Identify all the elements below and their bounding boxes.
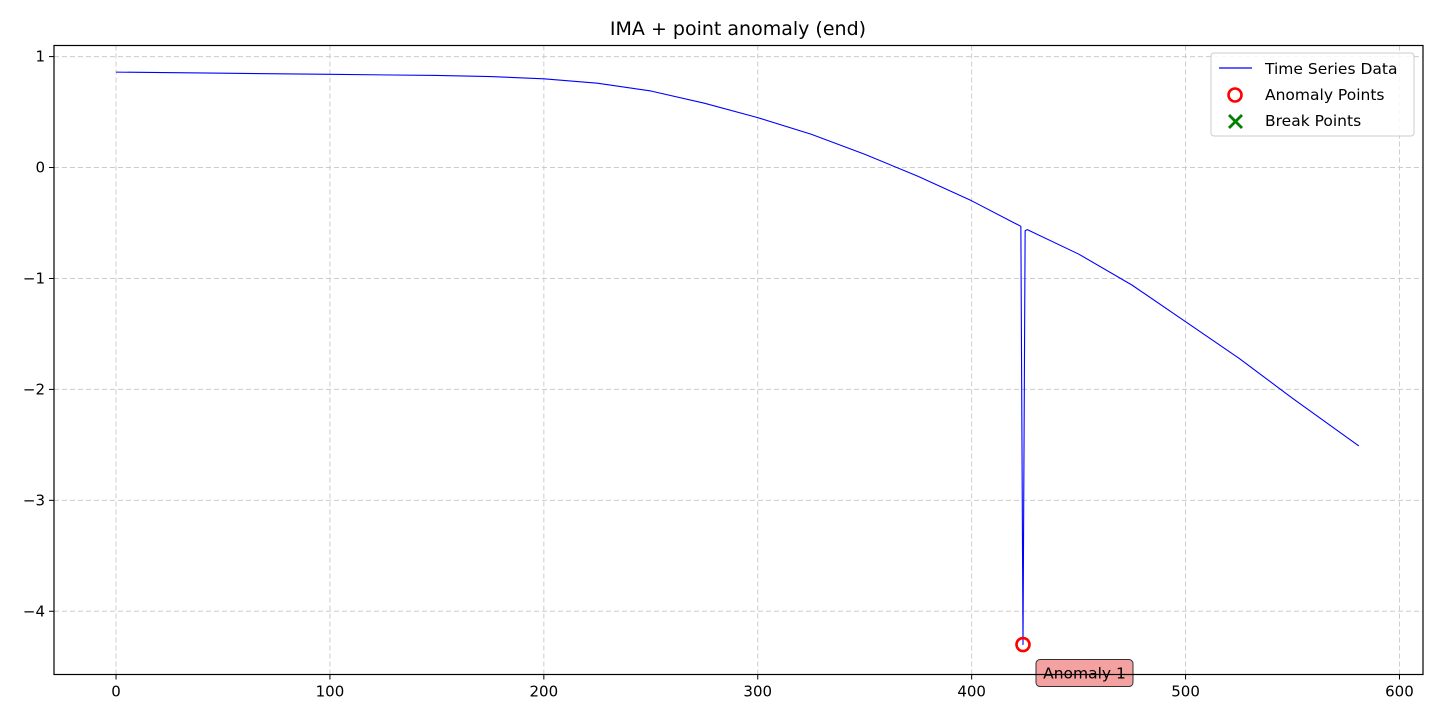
anomaly-label-box: [1035, 659, 1134, 688]
anomaly-point: [1015, 636, 1031, 653]
y-tick-label: −1: [23, 269, 45, 287]
tick-layer: 0 100 200 300 400 500 600 1 0 −1 −2 −3 −4: [23, 48, 1414, 701]
x-tick-label: 600: [1385, 683, 1414, 701]
x-tick-label: 500: [1171, 683, 1200, 701]
break-x-icon: [1228, 114, 1243, 129]
grid: [54, 45, 1423, 675]
legend-label-anomaly: Anomaly Points: [1265, 86, 1384, 104]
series-layer: [116, 71, 1360, 646]
y-tick-label: 1: [35, 48, 45, 66]
y-tick-label: 0: [35, 159, 45, 177]
series-line: [116, 71, 1360, 646]
legend-label-break: Break Points: [1265, 112, 1361, 130]
x-tick-label: 300: [743, 683, 772, 701]
x-tick-label: 200: [530, 683, 559, 701]
marker-layer: Anomaly 1: [1015, 636, 1134, 688]
x-tick-label: 100: [316, 683, 345, 701]
legend-label-series: Time Series Data: [1264, 60, 1397, 78]
anomaly-circle-icon: [1227, 87, 1243, 103]
legend-box: [1210, 52, 1415, 137]
x-tick-label: 0: [111, 683, 121, 701]
legend: Time Series Data Anomaly Points Break Po…: [1210, 52, 1415, 137]
y-tick-label: −3: [23, 491, 45, 509]
x-tick-label: 400: [957, 683, 986, 701]
y-tick-label: −4: [23, 602, 45, 620]
chart-title: IMA + point anomaly (end): [610, 18, 866, 40]
y-tick-label: −2: [23, 380, 45, 398]
plot-frame: [53, 44, 1424, 676]
anomaly-label: Anomaly 1: [1043, 665, 1126, 683]
